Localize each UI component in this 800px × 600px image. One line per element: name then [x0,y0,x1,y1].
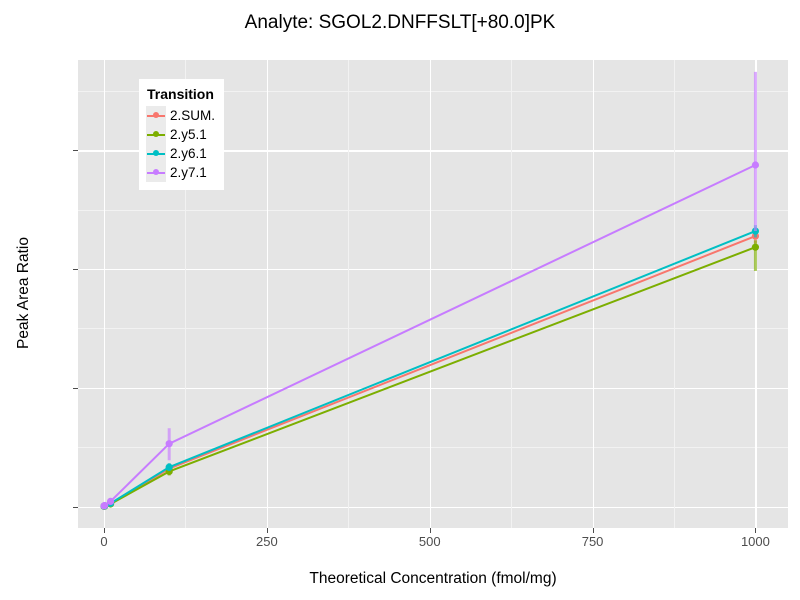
legend-item-2-y5-1[interactable]: 2.y5.1 [146,125,215,144]
data-point [165,463,173,471]
legend-item-label: 2.y5.1 [170,127,207,142]
x-tick-label: 250 [256,534,278,549]
legend-item-label: 2.y6.1 [170,146,207,161]
data-point [106,497,115,505]
y-tick-mark [73,387,78,389]
x-tick-mark [429,528,431,533]
gridline-minor-horizontal [78,328,788,330]
legend-point-glyph [153,169,159,176]
gridline-minor-vertical [674,60,675,528]
legend-point-glyph [153,150,159,157]
data-point [751,161,760,169]
legend-item-label: 2.SUM. [170,108,216,123]
legend-point-glyph [153,131,159,138]
x-tick-mark [104,528,106,533]
gridline-minor-horizontal [78,90,788,92]
gridline-major-vertical [266,60,269,528]
x-tick-label: 1000 [740,534,770,549]
gridline-major-horizontal [78,387,788,390]
series-2-y5-1 [100,240,760,510]
legend-item-2-SUM-[interactable]: 2.SUM. [146,106,215,125]
series-2-y7-1 [100,71,760,510]
gridline-major-horizontal [78,150,788,152]
data-point [165,440,173,448]
gridline-major-vertical [429,60,432,528]
legend-item-label: 2.y7.1 [170,165,207,180]
x-tick-label: 750 [581,534,604,549]
gridline-major-vertical [592,60,594,528]
y-tick-mark [73,150,78,152]
series-line [103,230,756,508]
gridline-major-vertical [104,60,106,528]
x-tick-mark [592,528,594,533]
legend-item-2-y7-1[interactable]: 2.y7.1 [146,163,215,182]
gridline-minor-horizontal [78,209,788,211]
legend-item-2-y6-1[interactable]: 2.y6.1 [146,144,215,163]
x-axis-title: Theoretical Concentration (fmol/mg) [309,570,557,587]
y-axis-title: Peak Area Ratio [15,237,32,350]
gridline-major-vertical [755,60,757,528]
series-layer [100,71,760,510]
x-tick-mark [755,528,757,533]
data-point [751,243,760,251]
data-point [101,501,109,510]
gridline-minor-horizontal [78,447,788,449]
y-tick-mark [73,506,78,508]
series-2-y6-1 [100,225,760,510]
gridline-minor-vertical [185,60,187,528]
x-tick-label: 0 [100,534,108,549]
legend-swatch-icon [146,106,166,125]
legend-point-glyph [153,112,159,119]
x-tick-mark [266,528,268,533]
series-2-SUM- [100,229,760,510]
page-title: Analyte: SGOL2.DNFFSLT[+80.0]PK [244,12,556,33]
y-tick-mark [73,269,78,271]
gridline-minor-vertical [348,60,350,528]
gridline-major-horizontal [78,506,788,508]
legend-swatch-icon [146,144,166,163]
legend-swatch-icon [146,125,166,144]
series-line [103,246,756,508]
legend: Transition 2.SUM. 2.y5.1 2.y6.1 2.y7.1 [139,79,225,190]
legend-items: 2.SUM. 2.y5.1 2.y6.1 2.y7.1 [146,106,215,182]
gridline-major-horizontal [78,269,788,271]
legend-swatch-icon [146,163,166,182]
gridline-minor-vertical [511,60,513,528]
x-tick-label: 500 [418,534,441,549]
legend-title: Transition [147,86,214,102]
